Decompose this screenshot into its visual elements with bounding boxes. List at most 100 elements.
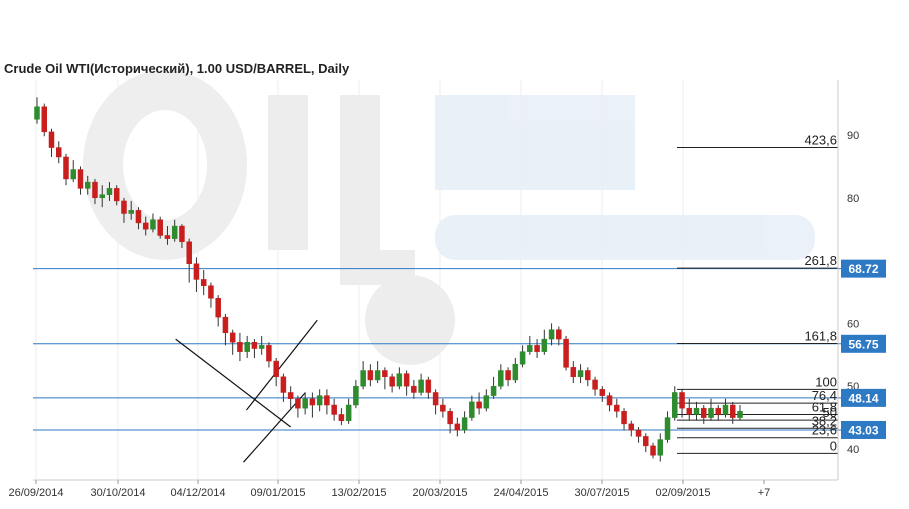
candle-body bbox=[737, 411, 743, 418]
price-level-lines bbox=[33, 268, 841, 431]
candle-body bbox=[730, 404, 736, 418]
candle-body bbox=[237, 341, 243, 352]
candle-body bbox=[643, 436, 649, 447]
candle-body bbox=[70, 169, 76, 180]
x-tick-label: 09/01/2015 bbox=[250, 487, 305, 499]
candle-body bbox=[309, 398, 316, 406]
trend-line-descending bbox=[175, 338, 292, 428]
candle-body bbox=[222, 316, 229, 334]
candle-body bbox=[389, 376, 395, 387]
candle-body bbox=[150, 219, 156, 230]
candle-body bbox=[570, 367, 577, 378]
price-level-badge bbox=[841, 334, 886, 353]
candle-body bbox=[454, 423, 461, 431]
candle-body bbox=[215, 298, 221, 318]
candle-body bbox=[353, 385, 359, 406]
candle-body bbox=[599, 389, 606, 396]
trend-line-channel-upper bbox=[245, 319, 318, 411]
y-tick-label: 60 bbox=[847, 318, 859, 330]
candle-body bbox=[490, 385, 497, 396]
candle-body bbox=[396, 373, 403, 387]
candle-body bbox=[273, 360, 279, 378]
vertical-gridlines bbox=[35, 80, 684, 480]
candle-body bbox=[128, 210, 134, 214]
candle-body bbox=[244, 341, 250, 352]
candle-body bbox=[614, 404, 620, 412]
fibonacci-label: 161,8 bbox=[804, 328, 837, 343]
price-level-badge-label: 68.72 bbox=[848, 262, 878, 276]
trend-line-channel-lower bbox=[243, 392, 306, 463]
x-tick-label: 04/12/2014 bbox=[170, 487, 225, 499]
y-tick-label: 90 bbox=[847, 130, 859, 142]
y-tick-label: 40 bbox=[847, 444, 859, 456]
candle-body bbox=[77, 169, 84, 189]
candle-body bbox=[360, 370, 366, 387]
candle-body bbox=[367, 370, 374, 381]
candle-body bbox=[186, 241, 192, 264]
candle-body bbox=[425, 379, 432, 393]
candle-body bbox=[447, 411, 453, 425]
watermark-logo bbox=[83, 70, 815, 365]
candle-body bbox=[686, 407, 693, 415]
candle-body bbox=[280, 376, 287, 393]
candle-body bbox=[316, 395, 323, 406]
candle-body bbox=[411, 385, 417, 393]
candle-body bbox=[99, 194, 105, 199]
candle-body bbox=[92, 181, 98, 199]
candle-body bbox=[324, 395, 330, 406]
candle-body bbox=[512, 363, 519, 381]
x-tick-label: 20/03/2015 bbox=[412, 487, 467, 499]
candle-body bbox=[295, 398, 301, 409]
x-tick-label: 02/09/2015 bbox=[655, 487, 710, 499]
candle-body bbox=[519, 351, 526, 365]
candle-body bbox=[135, 210, 142, 224]
x-tick-label: 24/04/2015 bbox=[493, 487, 548, 499]
fibonacci-label: 76,4 bbox=[812, 388, 837, 403]
candle-body bbox=[722, 404, 729, 415]
price-level-badge bbox=[841, 420, 886, 439]
candlestick-series bbox=[34, 97, 743, 462]
x-tick-label: 26/09/2014 bbox=[8, 487, 63, 499]
candle-body bbox=[171, 225, 178, 239]
candle-body bbox=[121, 200, 127, 214]
candle-body bbox=[585, 370, 591, 381]
candle-body bbox=[693, 407, 700, 415]
price-level-badge bbox=[841, 259, 886, 278]
candle-body bbox=[657, 439, 664, 456]
candle-body bbox=[106, 188, 113, 195]
candle-body bbox=[440, 404, 446, 412]
candle-body bbox=[229, 332, 236, 343]
candle-body bbox=[345, 404, 352, 421]
candle-body bbox=[418, 379, 424, 393]
candle-body bbox=[331, 404, 337, 415]
x-axis: 26/09/2014 30/10/2014 04/12/2014 09/01/2015… bbox=[8, 479, 838, 499]
candle-body bbox=[715, 407, 722, 415]
price-level-badge-label: 43.03 bbox=[848, 423, 878, 437]
x-tick-label: 30/10/2014 bbox=[90, 487, 145, 499]
price-level-badge-label: 48.14 bbox=[848, 391, 878, 405]
candle-body bbox=[382, 370, 388, 378]
candle-body bbox=[606, 395, 613, 406]
candle-body bbox=[251, 341, 258, 349]
candle-body bbox=[679, 392, 685, 409]
candle-body bbox=[548, 329, 555, 340]
chart-title: Crude Oil WTI(Исторический), 1.00 USD/BA… bbox=[4, 61, 350, 76]
fibonacci-label: 0 bbox=[830, 438, 837, 453]
candle-body bbox=[41, 106, 47, 133]
candle-body bbox=[338, 414, 345, 421]
candle-body bbox=[374, 370, 381, 381]
candle-body bbox=[179, 225, 185, 243]
candle-body bbox=[63, 156, 69, 180]
candle-body bbox=[563, 338, 569, 368]
x-tick-label: 13/02/2015 bbox=[331, 487, 386, 499]
candle-body bbox=[672, 392, 678, 418]
candle-body bbox=[505, 370, 511, 381]
candle-body bbox=[498, 370, 504, 387]
candle-body bbox=[650, 445, 656, 456]
trend-lines bbox=[175, 319, 318, 463]
candle-body bbox=[34, 106, 40, 120]
candle-body bbox=[48, 131, 55, 148]
